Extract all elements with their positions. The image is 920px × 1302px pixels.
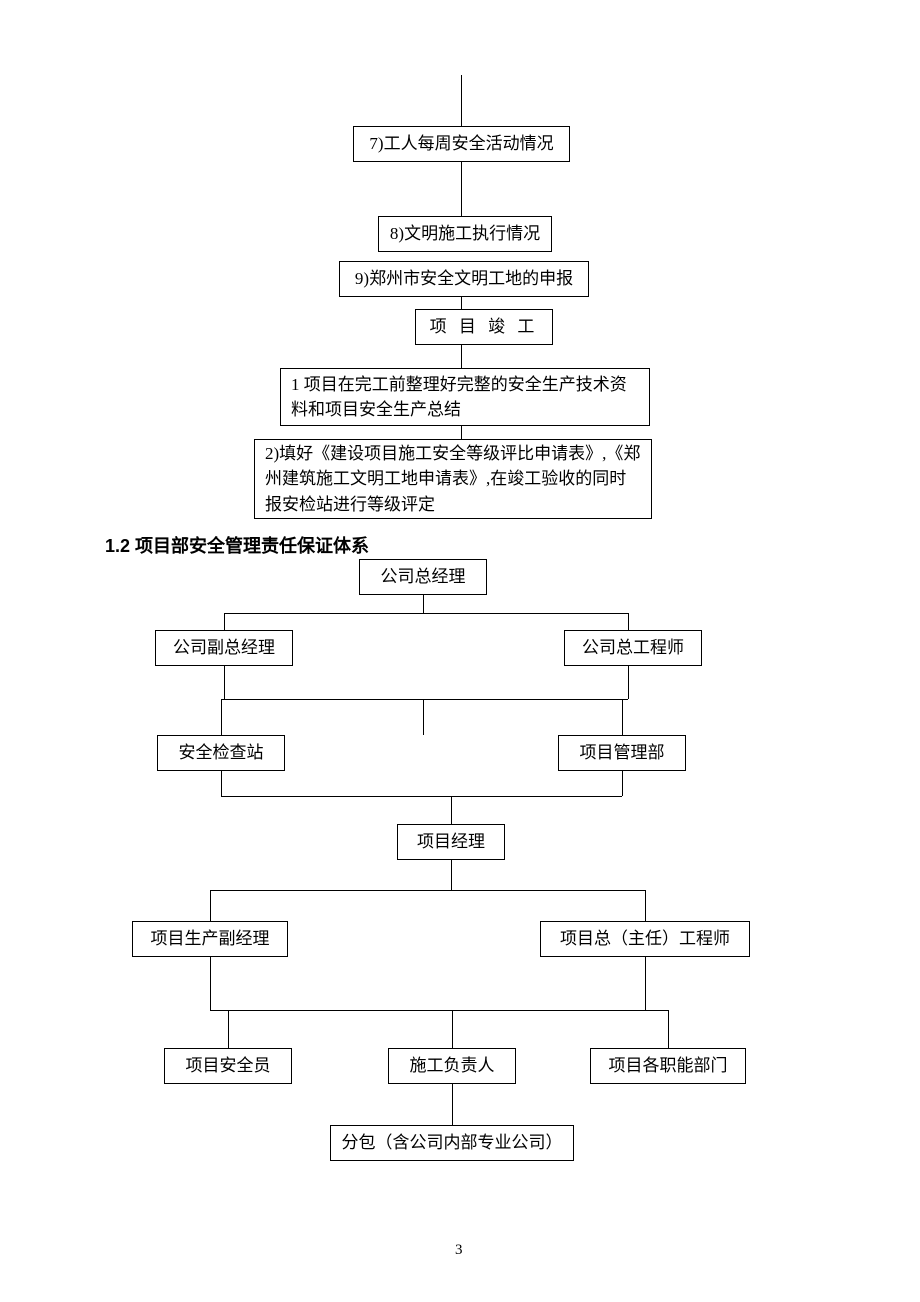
edge bbox=[461, 426, 462, 439]
edge bbox=[622, 699, 623, 735]
edge bbox=[628, 666, 629, 699]
edge bbox=[423, 595, 424, 613]
org-node-gm: 公司总经理 bbox=[359, 559, 487, 595]
flow-node-8: 8)文明施工执行情况 bbox=[378, 216, 552, 252]
org-node-label: 施工负责人 bbox=[410, 1053, 495, 1079]
edge bbox=[628, 613, 629, 630]
org-node-label: 项目管理部 bbox=[580, 740, 665, 766]
edge bbox=[210, 890, 645, 891]
org-node-label: 安全检查站 bbox=[179, 740, 264, 766]
edge bbox=[210, 1010, 668, 1011]
org-node-sub: 分包（含公司内部专业公司） bbox=[330, 1125, 574, 1161]
edge bbox=[452, 1010, 453, 1048]
section-heading: 1.2 项目部安全管理责任保证体系 bbox=[105, 532, 369, 558]
edge bbox=[221, 699, 222, 735]
edge bbox=[622, 771, 623, 796]
org-node-pe: 项目总（主任）工程师 bbox=[540, 921, 750, 957]
page: 7)工人每周安全活动情况 8)文明施工执行情况 9)郑州市安全文明工地的申报 项… bbox=[0, 0, 920, 1302]
edge bbox=[210, 890, 211, 921]
edge bbox=[452, 1084, 453, 1125]
edge bbox=[224, 613, 225, 630]
edge bbox=[645, 890, 646, 921]
org-node-dgm: 公司副总经理 bbox=[155, 630, 293, 666]
org-node-label: 项目各职能部门 bbox=[609, 1053, 728, 1079]
flow-node-7: 7)工人每周安全活动情况 bbox=[353, 126, 570, 162]
flow-node-label: 9)郑州市安全文明工地的申报 bbox=[355, 266, 573, 292]
org-node-safe: 项目安全员 bbox=[164, 1048, 292, 1084]
org-node-pm: 项目经理 bbox=[397, 824, 505, 860]
org-node-dept: 项目各职能部门 bbox=[590, 1048, 746, 1084]
edge bbox=[221, 699, 628, 700]
org-node-label: 公司副总经理 bbox=[173, 635, 275, 661]
edge bbox=[668, 1010, 669, 1048]
page-number-text: 3 bbox=[455, 1242, 463, 1258]
org-node-label: 项目经理 bbox=[417, 829, 485, 855]
edge bbox=[461, 297, 462, 309]
org-node-label: 项目生产副经理 bbox=[151, 926, 270, 952]
flow-node-label: 7)工人每周安全活动情况 bbox=[369, 131, 553, 157]
edge bbox=[423, 699, 424, 735]
edge bbox=[461, 345, 462, 368]
edge bbox=[645, 957, 646, 1010]
org-node-chk: 安全检查站 bbox=[157, 735, 285, 771]
edge bbox=[210, 957, 211, 1010]
org-node-label: 公司总经理 bbox=[381, 564, 466, 590]
flow-node-result-2: 2)填好《建设项目施工安全等级评比申请表》,《郑州建筑施工文明工地申请表》,在竣… bbox=[254, 439, 652, 519]
org-node-label: 分包（含公司内部专业公司） bbox=[342, 1130, 563, 1156]
flow-node-label: 2)填好《建设项目施工安全等级评比申请表》,《郑州建筑施工文明工地申请表》,在竣… bbox=[265, 441, 641, 518]
page-number: 3 bbox=[455, 1242, 463, 1259]
edge bbox=[451, 860, 452, 890]
flow-node-label: 1 项目在完工前整理好完整的安全生产技术资料和项目安全生产总结 bbox=[291, 372, 639, 423]
flow-node-label: 8)文明施工执行情况 bbox=[390, 221, 540, 247]
org-node-cons: 施工负责人 bbox=[388, 1048, 516, 1084]
org-node-label: 项目总（主任）工程师 bbox=[560, 926, 730, 952]
edge bbox=[461, 75, 462, 126]
edge bbox=[228, 1010, 229, 1048]
flow-node-result-1: 1 项目在完工前整理好完整的安全生产技术资料和项目安全生产总结 bbox=[280, 368, 650, 426]
flow-node-9: 9)郑州市安全文明工地的申报 bbox=[339, 261, 589, 297]
org-node-pmo: 项目管理部 bbox=[558, 735, 686, 771]
org-node-ceng: 公司总工程师 bbox=[564, 630, 702, 666]
edge bbox=[224, 613, 628, 614]
edge bbox=[221, 771, 222, 796]
org-node-label: 项目安全员 bbox=[186, 1053, 271, 1079]
flow-node-completion: 项 目 竣 工 bbox=[415, 309, 553, 345]
edge bbox=[221, 796, 622, 797]
edge bbox=[224, 666, 225, 699]
org-node-label: 公司总工程师 bbox=[582, 635, 684, 661]
heading-text: 1.2 项目部安全管理责任保证体系 bbox=[105, 536, 369, 556]
org-node-ppm: 项目生产副经理 bbox=[132, 921, 288, 957]
edge bbox=[451, 796, 452, 824]
edge bbox=[461, 162, 462, 216]
flow-node-label: 项 目 竣 工 bbox=[430, 314, 539, 340]
